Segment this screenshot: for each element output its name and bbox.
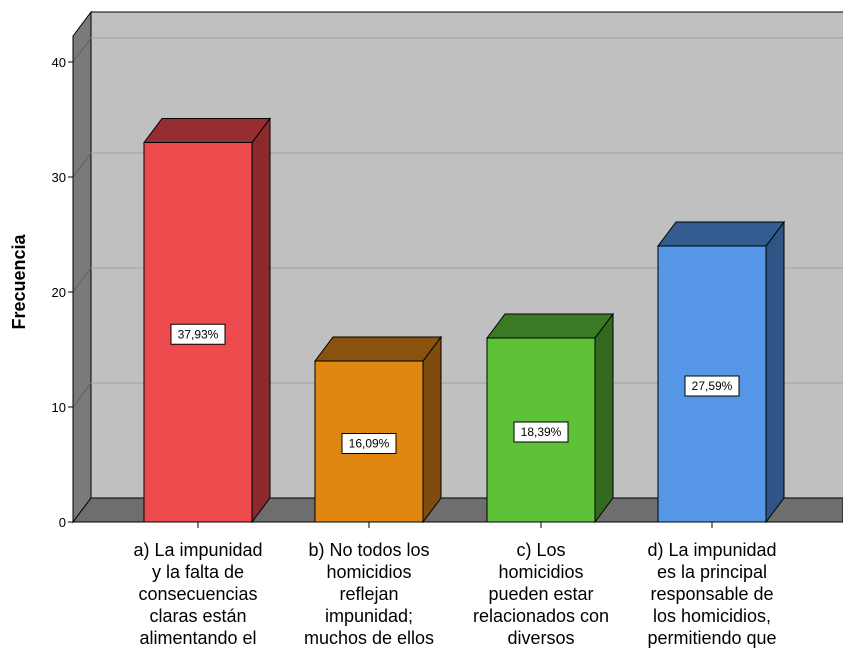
bar-group: 37,93% <box>143 117 271 524</box>
y-tick-label: 10 <box>52 400 66 415</box>
bar-group: 16,09% <box>314 335 442 524</box>
x-tick-label-line: los homicidios, <box>653 606 771 626</box>
data-label: 16,09% <box>349 437 390 451</box>
data-label: 27,59% <box>692 379 733 393</box>
bar-side <box>765 220 785 524</box>
x-tick-label-line: homicidios <box>326 562 411 582</box>
x-tick-label-line: a) La impunidad <box>133 540 262 560</box>
x-tick-label: b) No todos los homicidios reflejan impunid… <box>304 540 434 648</box>
x-tick-label: c) Los homicidios pueden estar relacionados… <box>473 540 609 648</box>
x-tick-label-line: alimentando el <box>139 628 256 648</box>
x-tick-label-line: c) Los <box>516 540 565 560</box>
x-tick-label-line: claras están <box>149 606 246 626</box>
x-tick-label-line: diversos <box>507 628 574 648</box>
bar-group: 27,59% <box>657 220 785 524</box>
bar-group: 18,39% <box>486 312 614 524</box>
x-tick-label-line: pueden estar <box>488 584 593 604</box>
bar-top <box>143 118 271 143</box>
left-wall <box>72 10 92 524</box>
bar-side <box>251 117 271 524</box>
gridline-side <box>72 267 92 293</box>
x-tick-label: d) La impunidad es la principal responsabl… <box>647 540 776 648</box>
bars: 37,93% 16,09% 18,39% 27,59% <box>143 117 785 524</box>
x-tick-label-line: reflejan <box>339 584 398 604</box>
x-tick-label-line: es la principal <box>657 562 767 582</box>
y-tick-label: 40 <box>52 55 66 70</box>
data-label: 37,93% <box>178 327 219 341</box>
y-tick-label: 30 <box>52 170 66 185</box>
bar-top <box>314 336 442 362</box>
x-tick-label: a) La impunidad y la falta de consecuencia… <box>133 540 262 648</box>
x-tick-label-line: y la falta de <box>152 562 244 582</box>
y-tick-label: 0 <box>59 515 66 530</box>
x-tick-label-line: responsable de <box>650 584 773 604</box>
bar-top <box>486 313 614 339</box>
x-tick-label-line: permitiendo que <box>647 628 776 648</box>
x-axis: a) La impunidad y la falta de consecuencia… <box>73 521 843 648</box>
x-tick-label-line: d) La impunidad <box>647 540 776 560</box>
bar-side <box>594 312 614 524</box>
data-label-box <box>513 421 569 443</box>
gridline-side <box>72 152 92 178</box>
data-label-box <box>684 375 740 397</box>
bar-top <box>657 221 785 247</box>
y-axis: 0 10 20 30 40 <box>52 36 74 530</box>
x-tick-label-line: muchos de ellos <box>304 628 434 648</box>
gridline-side <box>72 37 92 63</box>
data-label: 18,39% <box>521 425 562 439</box>
x-tick-label-line: consecuencias <box>138 584 257 604</box>
back-wall <box>91 12 843 498</box>
gridline-side <box>72 382 92 408</box>
data-label-box <box>170 323 226 345</box>
x-tick-label-line: homicidios <box>498 562 583 582</box>
x-tick-label-line: relacionados con <box>473 606 609 626</box>
x-tick-label-line: impunidad; <box>325 606 413 626</box>
bar-side <box>422 335 442 524</box>
data-label-box <box>341 433 397 454</box>
y-tick-label: 20 <box>52 285 66 300</box>
chart-walls <box>72 10 843 524</box>
x-tick-label-line: b) No todos los <box>308 540 429 560</box>
y-axis-title: Frecuencia <box>9 233 29 329</box>
